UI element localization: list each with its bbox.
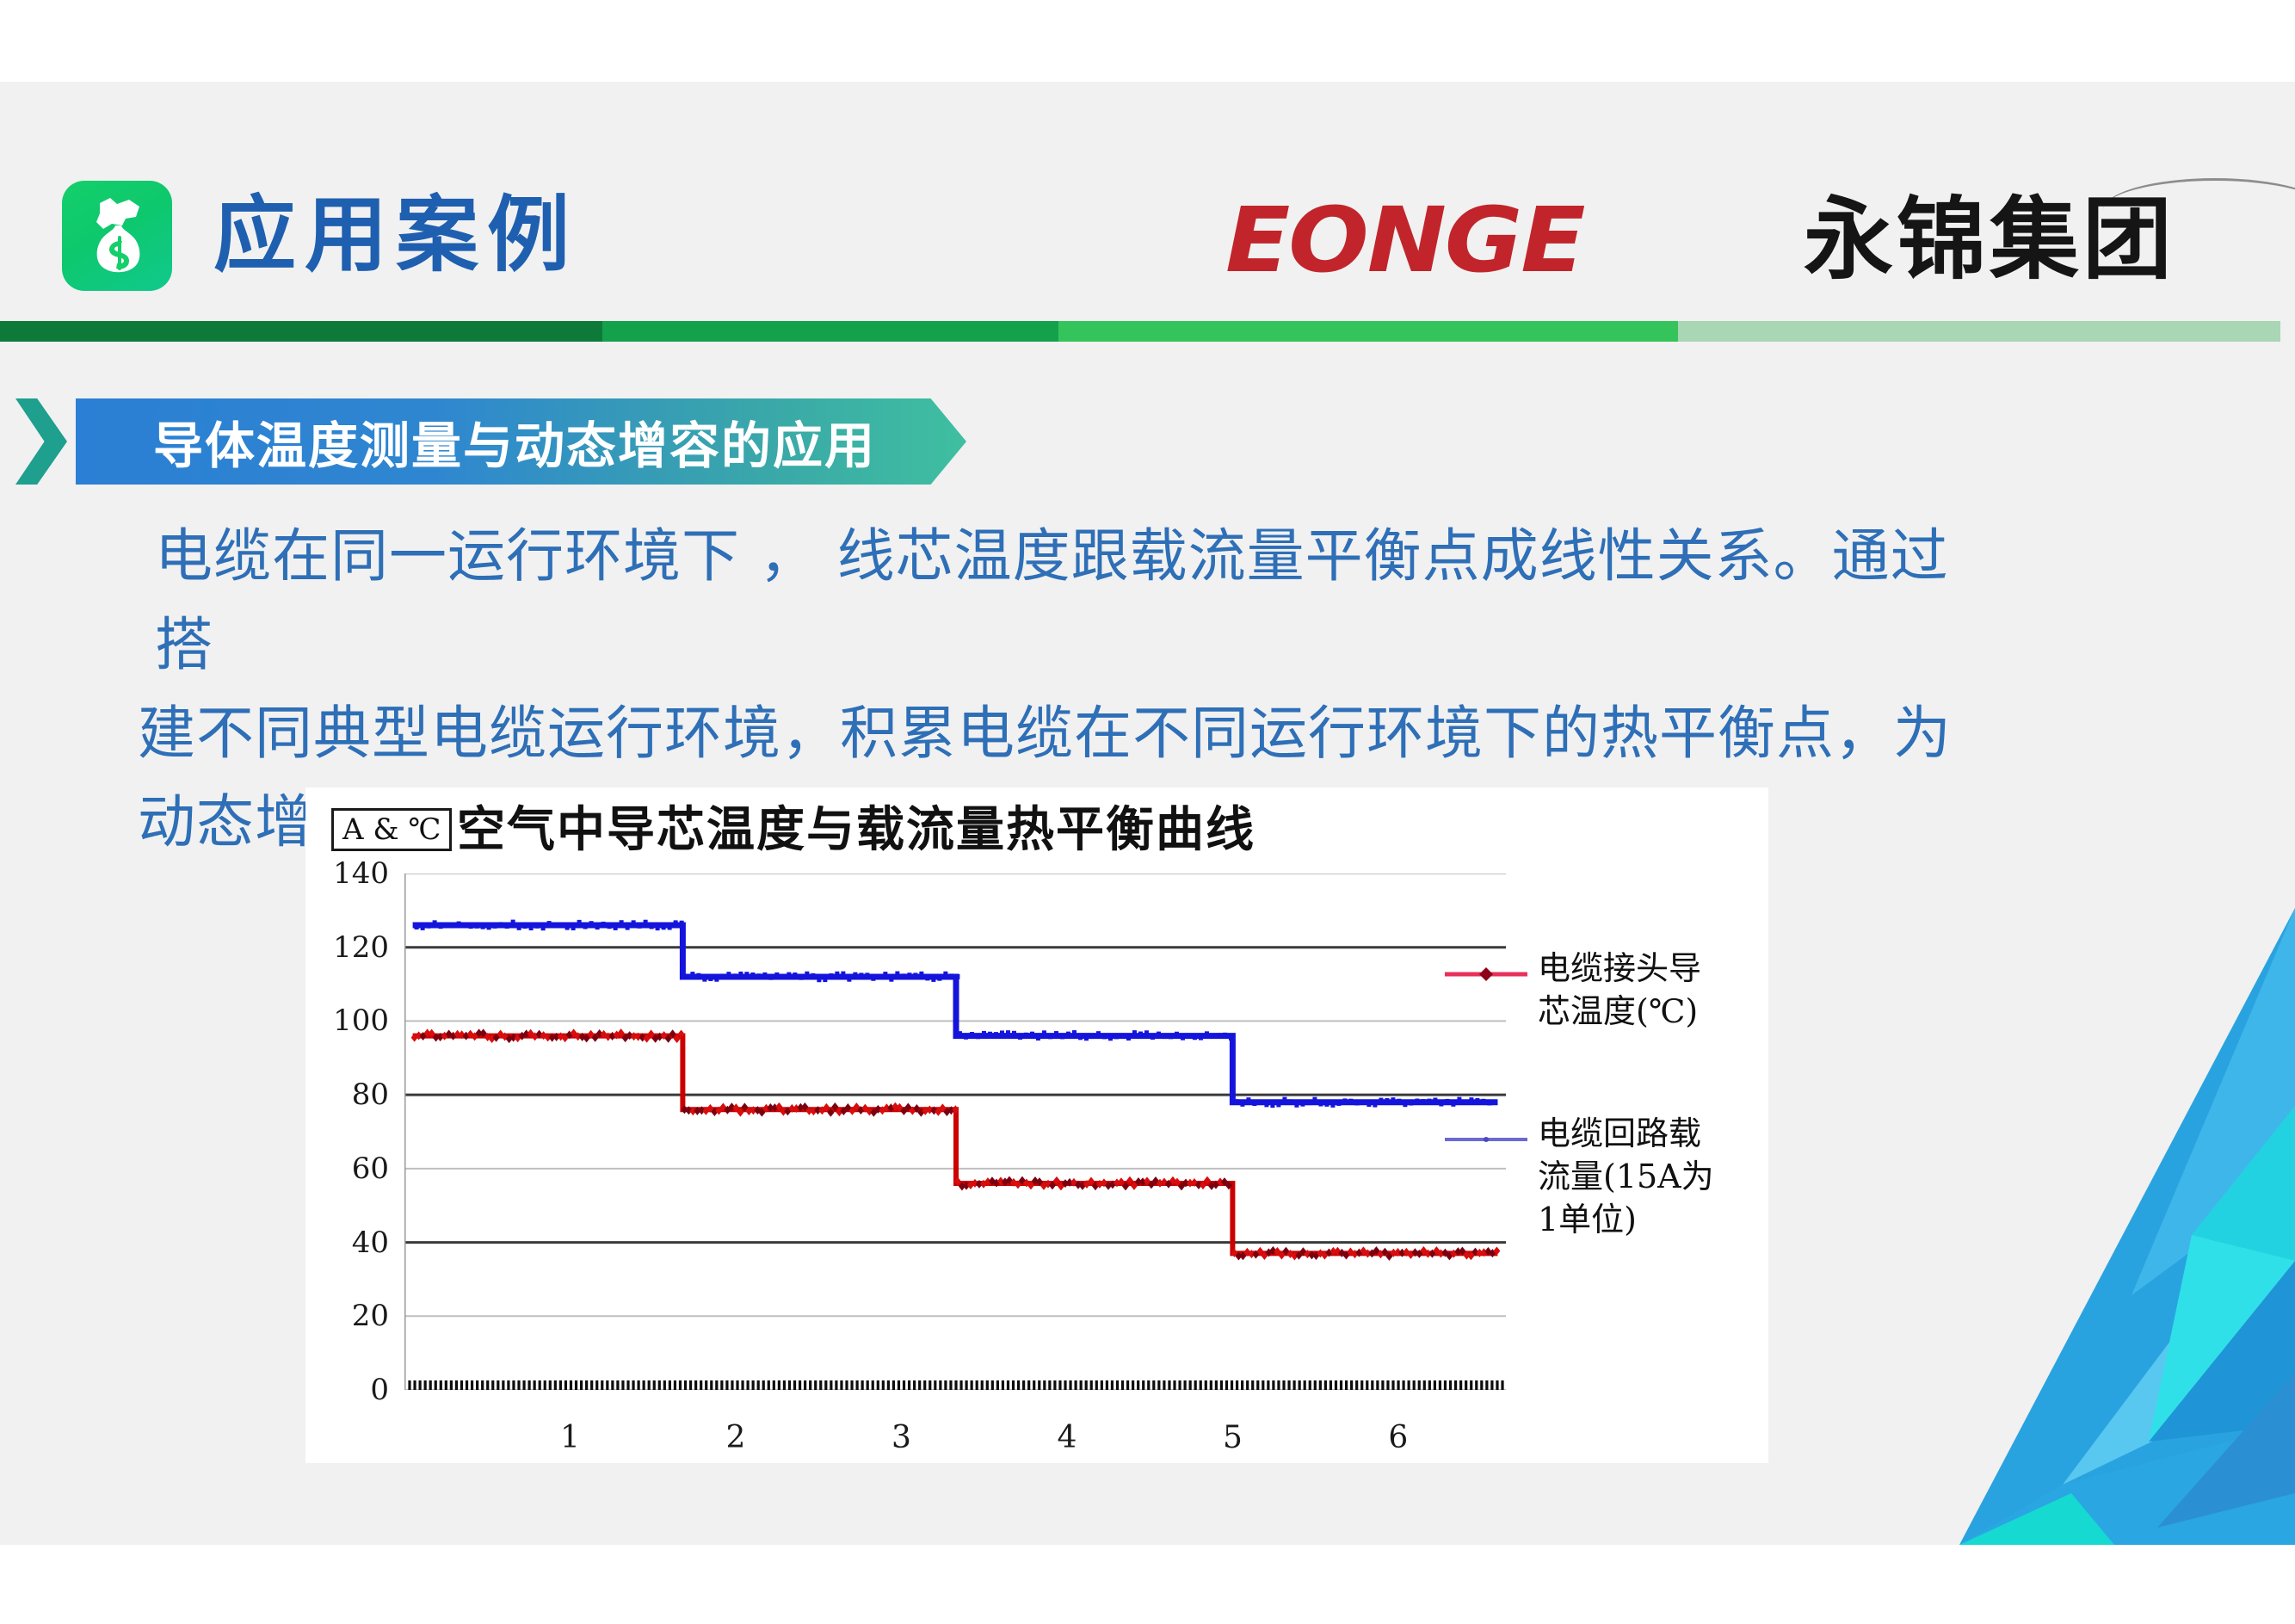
logo-swoosh-decoration [2103, 178, 2295, 210]
header-divider-bar [0, 321, 2280, 342]
x-tick-5: 5 [1222, 1420, 1243, 1455]
legend-item-current: 电缆回路载 流量(15A为 1单位) [1445, 1112, 1770, 1241]
chart-plot-area: 0 20 40 60 80 100 120 140 1 2 3 4 5 6 [333, 859, 1506, 1454]
banner-title: 导体温度测量与动态增容的应用 [153, 417, 877, 475]
y-tick-60: 60 [351, 1151, 389, 1186]
divider-segment-2 [602, 321, 1058, 342]
legend-label-current-line2: 流量(15A为 [1538, 1158, 1714, 1195]
chart-panel: A & ℃ 空气中导芯温度与载流量热平衡曲线 0 20 40 60 80 100 120 14… [305, 787, 1768, 1463]
y-tick-100: 100 [333, 1003, 389, 1039]
banner-chevron-icon [15, 398, 67, 485]
legend-swatch-blue-line [1445, 1131, 1527, 1148]
legend-label-current-line1: 电缆回路载 [1538, 1115, 1702, 1152]
body-line-2: 建不同典型电缆运行环境，积累电缆在不同运行环境下的热平衡点，为 [138, 700, 1952, 767]
legend-swatch-red-diamond [1445, 966, 1527, 983]
body-line-1: 电缆在同一运行环境下 ， 线芯温度跟载流量平衡点成线性关系。通过搭 [155, 522, 1949, 678]
slide-canvas: 应用案例 EONGE 永锦集团 导体温度测量与动态增容的应用 电缆在同一运行环境… [0, 82, 2295, 1545]
divider-segment-3 [1058, 321, 1678, 342]
y-tick-80: 80 [351, 1078, 389, 1113]
page-title: 应用案例 [213, 186, 578, 283]
x-tick-2: 2 [725, 1420, 746, 1455]
divider-segment-4 [1678, 321, 2280, 342]
legend-label-current-line3: 1单位) [1538, 1201, 1638, 1238]
x-tick-4: 4 [1057, 1420, 1077, 1455]
legend-item-temperature: 电缆接头导 芯温度(℃) [1445, 947, 1770, 1033]
logo-text-cn: 永锦集团 [1804, 187, 2176, 292]
corner-polygon-decoration [1934, 891, 2295, 1545]
china-map-money-bag-icon [62, 181, 172, 291]
y-tick-0: 0 [370, 1373, 389, 1407]
x-tick-3: 3 [891, 1420, 911, 1455]
chart-unit-box: A & ℃ [331, 808, 453, 851]
section-banner: 导体温度测量与动态增容的应用 [15, 398, 979, 485]
divider-segment-1 [0, 321, 602, 342]
legend-label-temperature-line2: 芯温度(℃) [1538, 992, 1699, 1030]
slide-header: 应用案例 EONGE 永锦集团 [0, 82, 2295, 327]
y-tick-120: 120 [333, 929, 389, 965]
company-logo: EONGE 永锦集团 [1225, 178, 2295, 293]
y-tick-40: 40 [351, 1225, 389, 1260]
logo-text-en: EONGE [1225, 188, 1586, 293]
x-tick-1: 1 [560, 1420, 580, 1455]
y-tick-140: 140 [333, 856, 389, 891]
chart-legend: 电缆接头导 芯温度(℃) 电缆回路载 流量(15A为 1单位) [1445, 947, 1770, 1320]
legend-label-temperature-line1: 电缆接头导 [1538, 949, 1702, 987]
banner-bar [76, 398, 966, 485]
y-tick-20: 20 [351, 1299, 389, 1334]
chart-title: 空气中导芯温度与载流量热平衡曲线 [457, 801, 1255, 858]
x-tick-6: 6 [1388, 1420, 1409, 1455]
